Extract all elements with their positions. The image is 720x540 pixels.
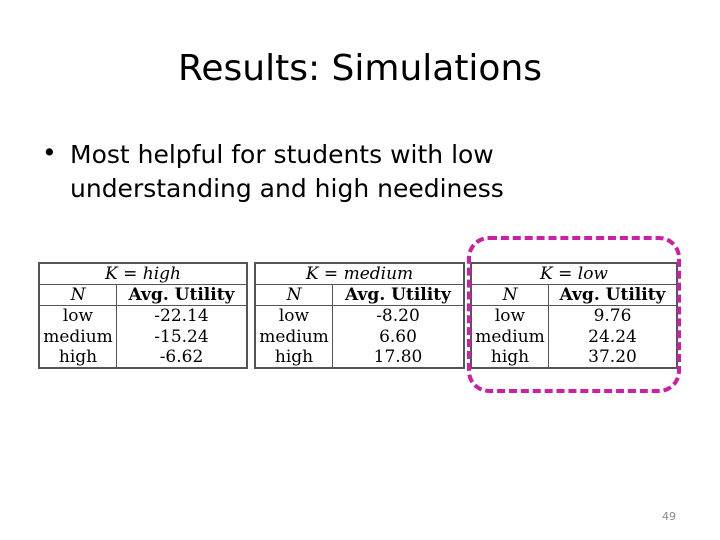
cell-utility: -15.24 [116, 326, 247, 347]
table-caption: K = low [540, 264, 608, 285]
results-table-k-low: K = low N Avg. Utility low 9.76 medium 24.… [470, 262, 678, 369]
cell-utility: 37.20 [548, 346, 677, 368]
bullet-marker: • [42, 138, 57, 167]
cell-utility: 9.76 [548, 305, 677, 327]
table-row: low 9.76 [471, 305, 677, 327]
cell-utility: -6.62 [116, 346, 247, 368]
bullet-text: Most helpful for students with low under… [70, 140, 504, 203]
page-number: 49 [662, 510, 676, 523]
table-row: high -6.62 [39, 346, 247, 368]
cell-n: low [62, 306, 94, 327]
cell-n: medium [43, 326, 113, 347]
highlight-dashed-box [467, 236, 681, 393]
cell-n: high [490, 346, 530, 367]
table-row: medium 24.24 [471, 326, 677, 347]
table-row: medium -15.24 [39, 326, 247, 347]
column-header-n: N [471, 284, 549, 307]
cell-utility: 6.60 [332, 326, 464, 347]
results-table-k-high: K = high N Avg. Utility low -22.14 medium… [38, 262, 248, 369]
column-header-utility: Avg. Utility [548, 284, 677, 307]
slide-title: Results: Simulations [177, 48, 543, 89]
cell-utility: -22.14 [116, 305, 247, 327]
cell-n: medium [259, 326, 329, 347]
results-table-k-medium: K = medium N Avg. Utility low -8.20 mediu… [254, 262, 465, 369]
cell-utility: 24.24 [548, 326, 677, 347]
cell-n: high [274, 346, 314, 367]
table-caption: K = high [105, 264, 181, 285]
column-header-n: N [39, 284, 117, 307]
cell-utility: 17.80 [332, 346, 464, 368]
column-header-utility: Avg. Utility [332, 284, 464, 307]
cell-n: medium [475, 326, 545, 347]
table-row: low -22.14 [39, 305, 247, 327]
bullet-item: • Most helpful for students with low und… [42, 138, 602, 206]
table-row: medium 6.60 [255, 326, 464, 347]
cell-utility: -8.20 [332, 305, 464, 327]
table-caption: K = medium [305, 264, 414, 285]
table-row: high 17.80 [255, 346, 464, 368]
table-row: high 37.20 [471, 346, 677, 368]
cell-n: low [278, 306, 310, 327]
table-row: low -8.20 [255, 305, 464, 327]
column-header-n: N [255, 284, 333, 307]
cell-n: low [494, 306, 526, 327]
cell-n: high [58, 346, 98, 367]
column-header-utility: Avg. Utility [116, 284, 247, 307]
